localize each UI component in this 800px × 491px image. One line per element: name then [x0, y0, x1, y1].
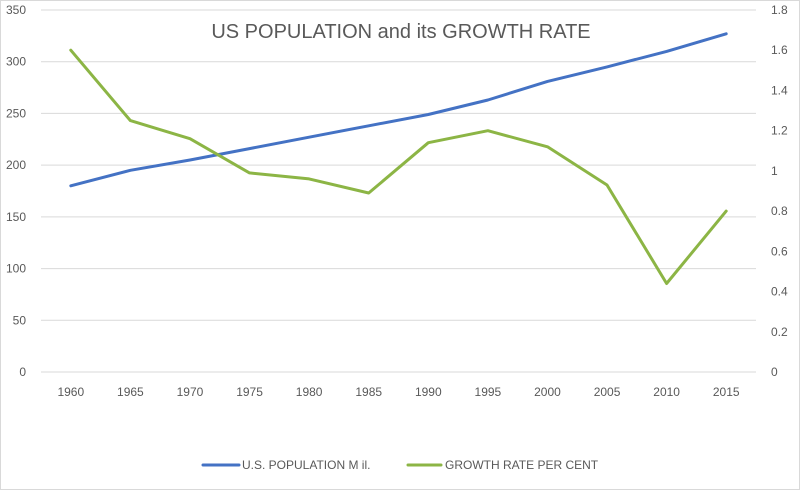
x-tick-label: 1985: [355, 385, 382, 399]
x-tick-label: 1975: [236, 385, 263, 399]
series-line-growth-rate[interactable]: [69, 48, 728, 285]
x-tick-label: 2005: [594, 385, 621, 399]
legend-label-growth-rate: GROWTH RATE PER CENT: [445, 458, 599, 472]
gridlines: [41, 9, 756, 373]
x-tick-label: 2015: [713, 385, 740, 399]
legend-item-population[interactable]: U.S. POPULATION M il.: [201, 458, 370, 472]
y-tick-label-right: 0.4: [771, 285, 788, 299]
x-tick-label: 1990: [415, 385, 442, 399]
x-axis: 1960 1965 1970 1975 1980 1985 1990 1995 2000 2005…: [57, 385, 739, 399]
series: [69, 32, 728, 285]
y-tick-label-left: 0: [19, 365, 26, 379]
y-tick-label-left: 350: [6, 3, 26, 17]
legend-label-population: U.S. POPULATION M il.: [242, 458, 370, 472]
y-tick-label-right: 1.4: [771, 83, 788, 97]
y-axis-left: 0 50 100 150 200 250 300 350: [6, 3, 26, 379]
x-tick-label: 2000: [534, 385, 561, 399]
y-tick-label-left: 50: [13, 313, 27, 327]
x-tick-label: 1970: [177, 385, 204, 399]
y-tick-label-left: 250: [6, 106, 26, 120]
y-tick-label-right: 0.8: [771, 204, 788, 218]
y-tick-label-right: 1.6: [771, 43, 788, 57]
y-tick-label-right: 1.8: [771, 3, 788, 17]
legend: U.S. POPULATION M il. GROWTH RATE PER CE…: [201, 458, 599, 472]
y-tick-label-left: 100: [6, 262, 26, 276]
chart-title: US POPULATION and its GROWTH RATE: [211, 21, 590, 43]
legend-item-growth-rate[interactable]: GROWTH RATE PER CENT: [406, 458, 599, 472]
y-tick-label-right: 0.2: [771, 325, 788, 339]
x-tick-label: 1960: [57, 385, 84, 399]
x-tick-label: 1995: [475, 385, 502, 399]
x-tick-label: 2010: [653, 385, 680, 399]
y-tick-label-left: 200: [6, 158, 26, 172]
y-tick-label-right: 1.2: [771, 124, 788, 138]
x-tick-label: 1980: [296, 385, 323, 399]
y-tick-label-right: 0.6: [771, 244, 788, 258]
y-tick-label-right: 1: [771, 164, 778, 178]
y-tick-label-left: 150: [6, 210, 26, 224]
y-tick-label-right: 0: [771, 365, 778, 379]
y-tick-label-left: 300: [6, 55, 26, 69]
series-line-population[interactable]: [69, 32, 728, 188]
x-tick-label: 1965: [117, 385, 144, 399]
y-axis-right: 0 0.2 0.4 0.6 0.8 1 1.2 1.4 1.6 1.8: [771, 3, 788, 379]
